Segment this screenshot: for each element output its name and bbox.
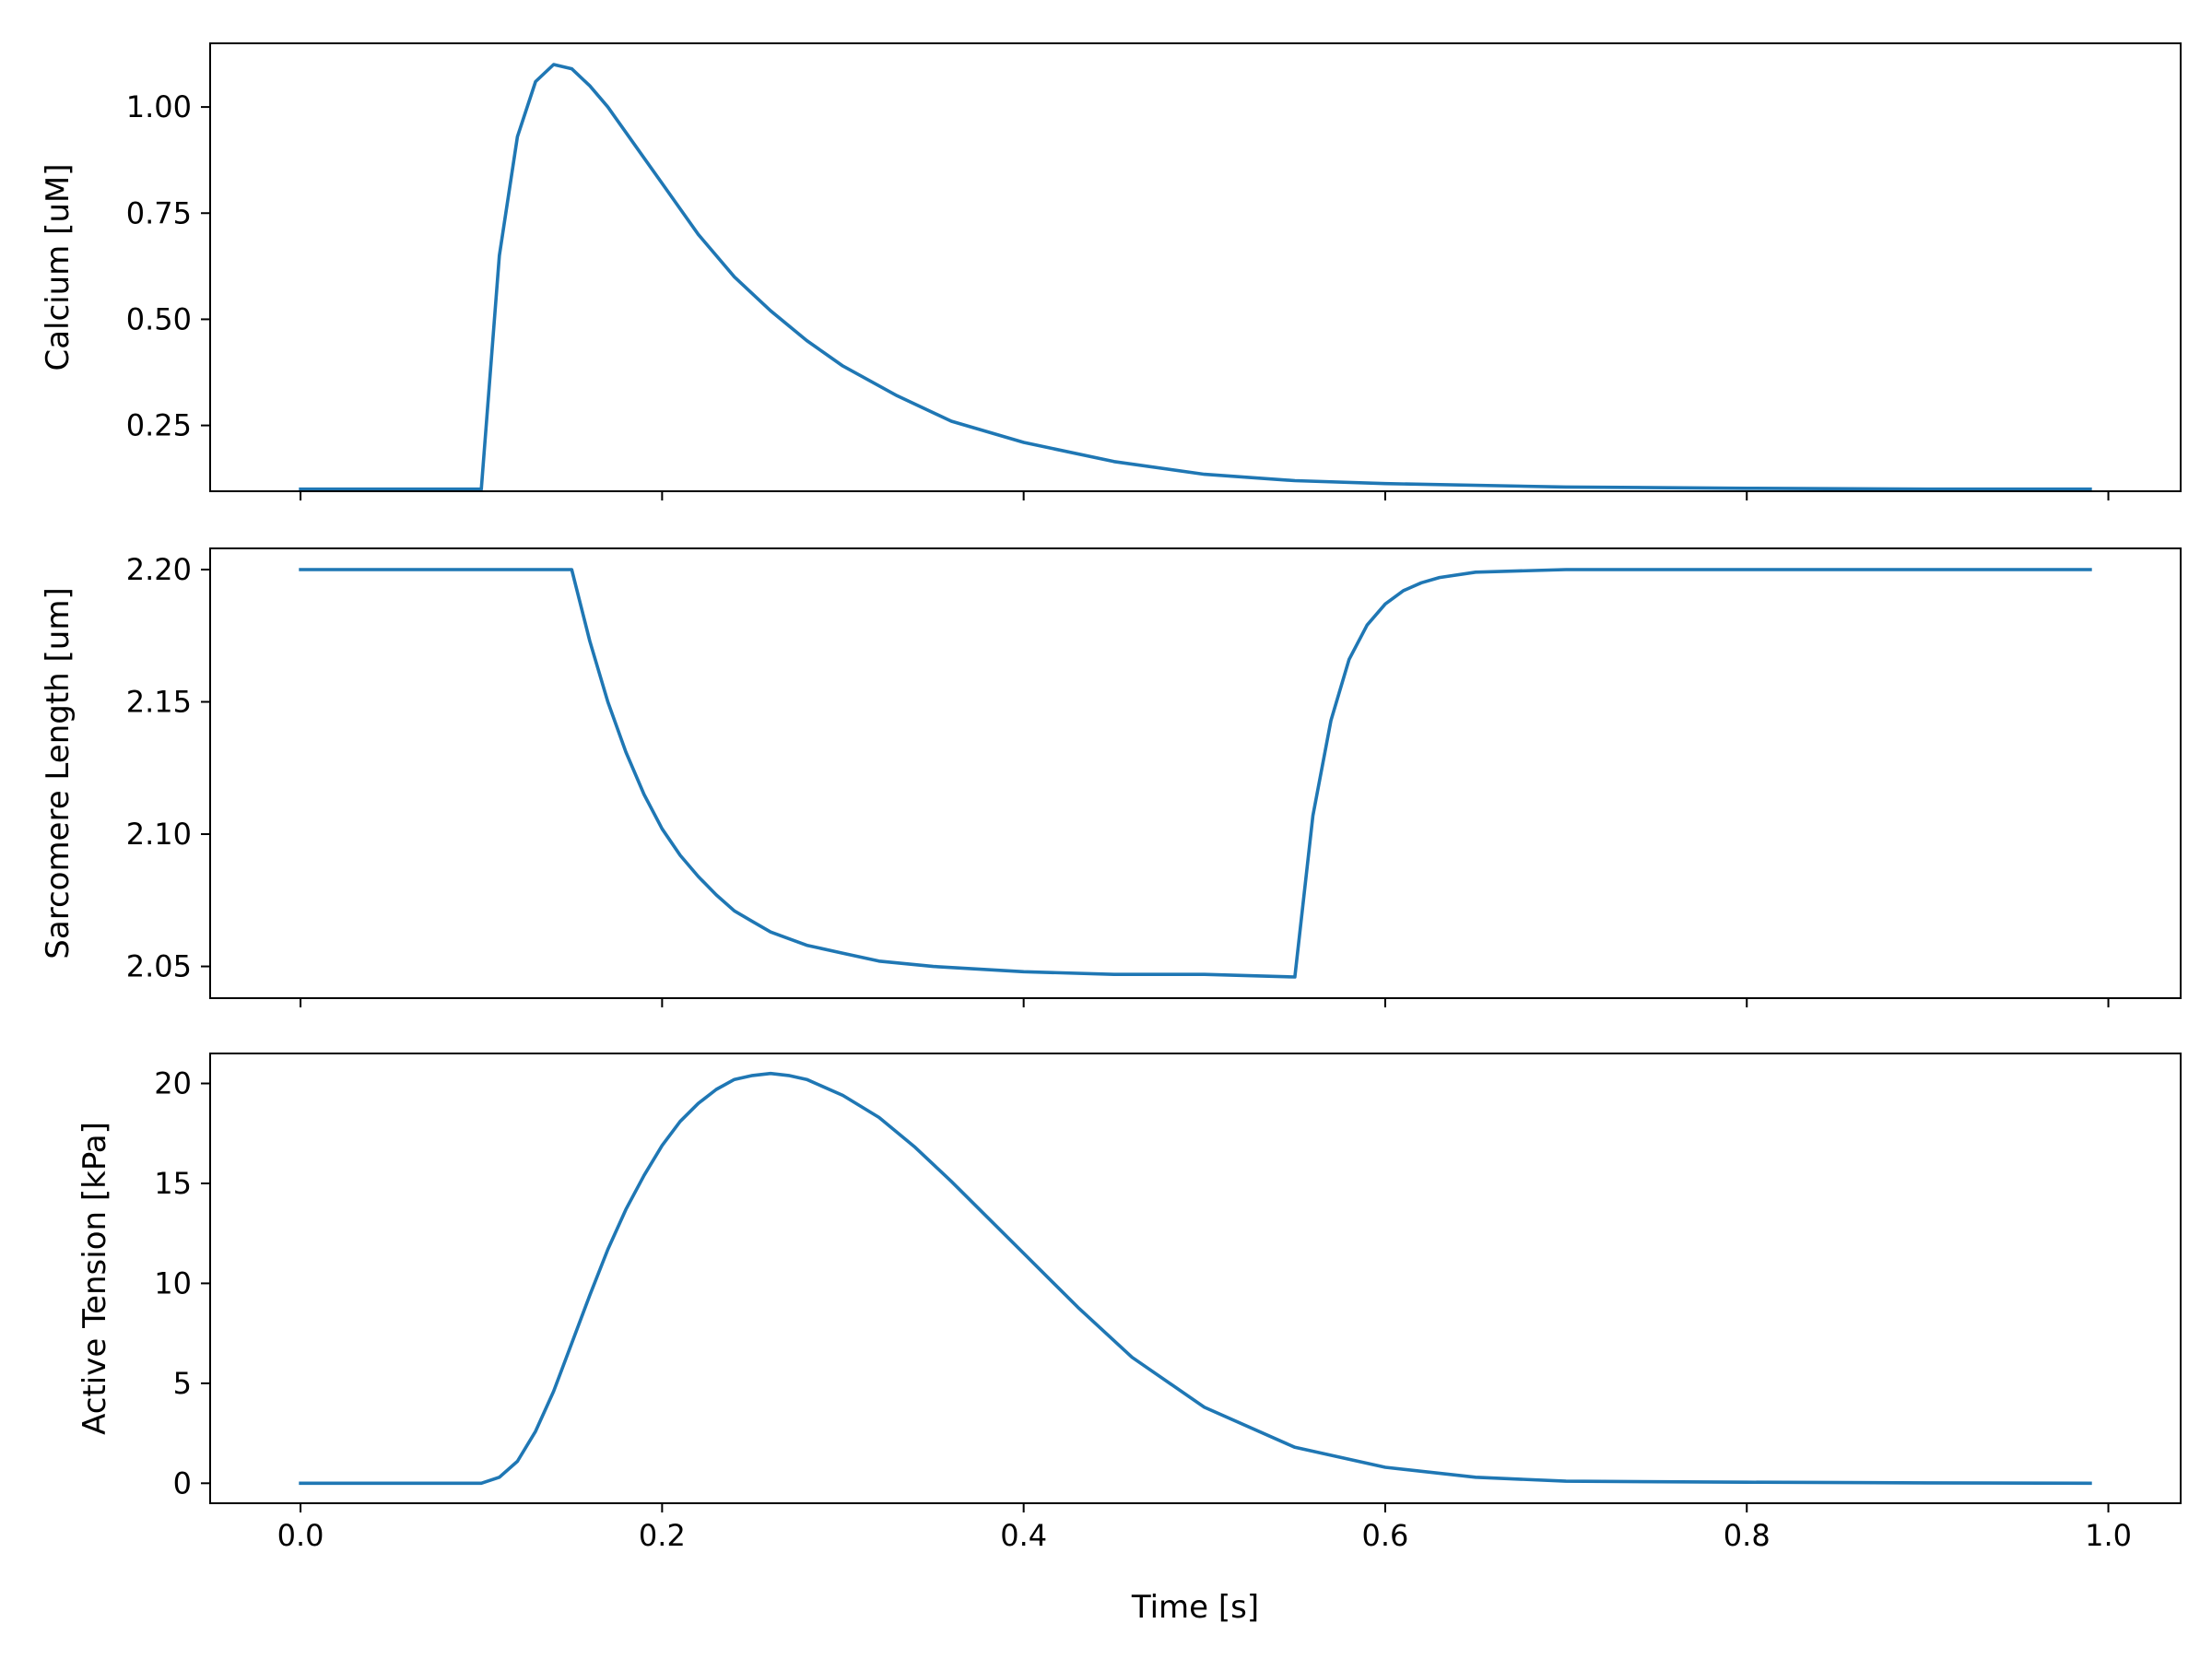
active-tension-y-tick-label: 0 (173, 1465, 192, 1500)
active-tension-x-tick-label: 0.0 (277, 1518, 324, 1553)
active-tension-x-tick-label: 0.4 (1000, 1518, 1047, 1553)
sarcomere-length-panel: 2.05 2.10 2.15 2.20 (126, 547, 2182, 1007)
active-tension-x-tick-label: 0.8 (1724, 1518, 1771, 1553)
sarcomere-length-series-line (299, 568, 2092, 979)
active-tension-y-tick-label: 15 (154, 1166, 192, 1201)
sarcomere-length-y-tick-label: 2.05 (126, 949, 192, 984)
time-x-axis-label: Time [s] (1131, 1589, 1259, 1626)
sarcomere-length-axes-frame (209, 547, 2182, 999)
sarcomere-length-y-axis-label: Sarcomere Length [um] (40, 587, 76, 959)
active-tension-panel: 0.0 0.2 0.4 0.6 0.8 1.0 0 5 10 15 20 (154, 1053, 2182, 1553)
active-tension-x-tick-label: 1.0 (2085, 1518, 2132, 1553)
calcium-y-tick-label: 0.50 (126, 301, 192, 336)
calcium-axes-frame (209, 42, 2182, 492)
active-tension-y-tick-label: 5 (173, 1366, 192, 1401)
calcium-series-line (299, 63, 2092, 491)
calcium-y-axis-label: Calcium [uM] (40, 163, 76, 371)
calcium-y-tick-label: 1.00 (126, 89, 192, 124)
sarcomere-length-y-tick-label: 2.15 (126, 684, 192, 719)
active-tension-y-axis-label: Active Tension [kPa] (76, 1122, 113, 1435)
active-tension-x-tick-label: 0.2 (639, 1518, 686, 1553)
calcium-y-tick-label: 0.25 (126, 408, 192, 443)
calcium-y-tick-label: 0.75 (126, 195, 192, 230)
active-tension-series-line (299, 1071, 2092, 1486)
active-tension-y-tick-label: 10 (154, 1265, 192, 1300)
sarcomere-length-y-tick-label: 2.20 (126, 552, 192, 587)
sarcomere-length-y-tick-label: 2.10 (126, 817, 192, 852)
active-tension-x-tick-label: 0.6 (1362, 1518, 1409, 1553)
calcium-panel: 0.25 0.50 0.75 1.00 (126, 42, 2182, 500)
active-tension-y-tick-label: 20 (154, 1066, 192, 1101)
active-tension-axes-frame (209, 1053, 2182, 1504)
